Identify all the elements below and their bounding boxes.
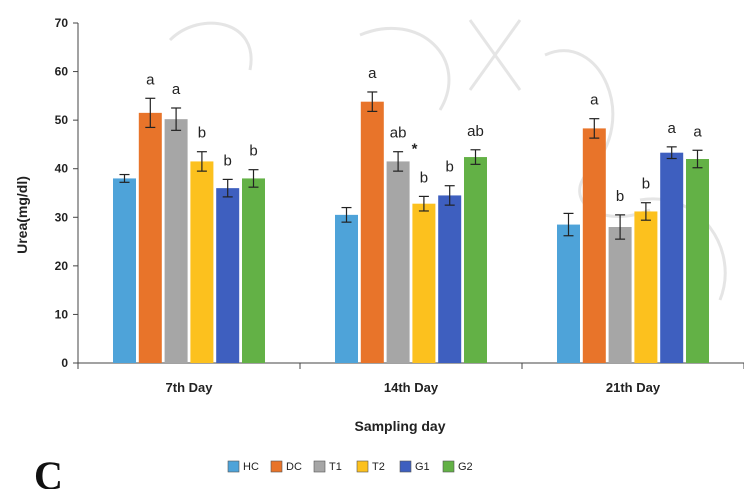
- x-tick-label: 14th Day: [384, 380, 439, 395]
- significance-label: a: [693, 123, 702, 140]
- legend-swatch-dc: [270, 460, 283, 473]
- significance-label: b: [446, 159, 454, 176]
- significance-label: a: [668, 120, 677, 137]
- significance-label: b: [616, 188, 624, 205]
- y-tick-label: 30: [55, 210, 69, 224]
- annotation-asterisk: *: [412, 141, 418, 158]
- bar-hc: [335, 214, 358, 363]
- significance-label: a: [368, 65, 377, 82]
- bar-dc: [138, 112, 162, 363]
- bar-dc: [360, 101, 384, 363]
- y-tick-label: 40: [55, 162, 69, 176]
- bar-dc: [582, 128, 606, 363]
- bar-t2: [412, 203, 436, 363]
- x-tick-label: 21th Day: [606, 380, 661, 395]
- legend-label-g1: G1: [415, 461, 430, 473]
- significance-label: b: [224, 152, 232, 169]
- bar-g2: [686, 159, 709, 363]
- legend-swatch-hc: [227, 460, 240, 473]
- legend-label-dc: DC: [286, 461, 302, 473]
- bar-hc: [113, 178, 136, 363]
- y-tick-label: 10: [55, 307, 69, 321]
- bar-g1: [660, 152, 684, 363]
- y-tick-label: 60: [55, 65, 69, 79]
- significance-label: a: [172, 81, 181, 98]
- significance-label: b: [198, 125, 206, 142]
- y-tick-label: 20: [55, 259, 69, 273]
- y-tick-label: 50: [55, 113, 69, 127]
- bar-g2: [242, 178, 265, 363]
- bar-g1: [438, 195, 462, 363]
- legend-swatch-g2: [442, 460, 455, 473]
- significance-label: b: [420, 169, 428, 186]
- y-axis-title: Urea(mg/dl): [14, 176, 30, 254]
- bar-t1: [608, 227, 632, 363]
- panel-label: C: [34, 453, 63, 489]
- x-tick-label: 7th Day: [166, 380, 214, 395]
- legend-label-t2: T2: [372, 461, 385, 473]
- significance-label: a: [146, 71, 155, 88]
- bar-t1: [386, 161, 410, 363]
- legend-label-t1: T1: [329, 461, 342, 473]
- legend-swatch-t1: [313, 460, 326, 473]
- significance-label: b: [642, 176, 650, 193]
- significance-label: ab: [390, 125, 407, 142]
- x-axis-title: Sampling day: [354, 418, 445, 434]
- significance-label: b: [249, 143, 257, 160]
- y-tick-label: 0: [61, 356, 68, 370]
- bar-t1: [164, 119, 188, 364]
- legend: HC DC T1 T2 G1 G2: [227, 460, 473, 473]
- legend-swatch-g1: [399, 460, 412, 473]
- bar-t2: [634, 211, 658, 363]
- legend-swatch-t2: [356, 460, 369, 473]
- bar-hc: [557, 224, 580, 363]
- bar-g2: [464, 157, 487, 363]
- y-tick-label: 70: [55, 16, 69, 30]
- bar-g1: [216, 188, 240, 363]
- bar-t2: [190, 161, 214, 363]
- significance-label: ab: [467, 123, 484, 140]
- legend-label-hc: HC: [243, 461, 259, 473]
- significance-label: a: [590, 92, 599, 109]
- legend-label-g2: G2: [458, 461, 473, 473]
